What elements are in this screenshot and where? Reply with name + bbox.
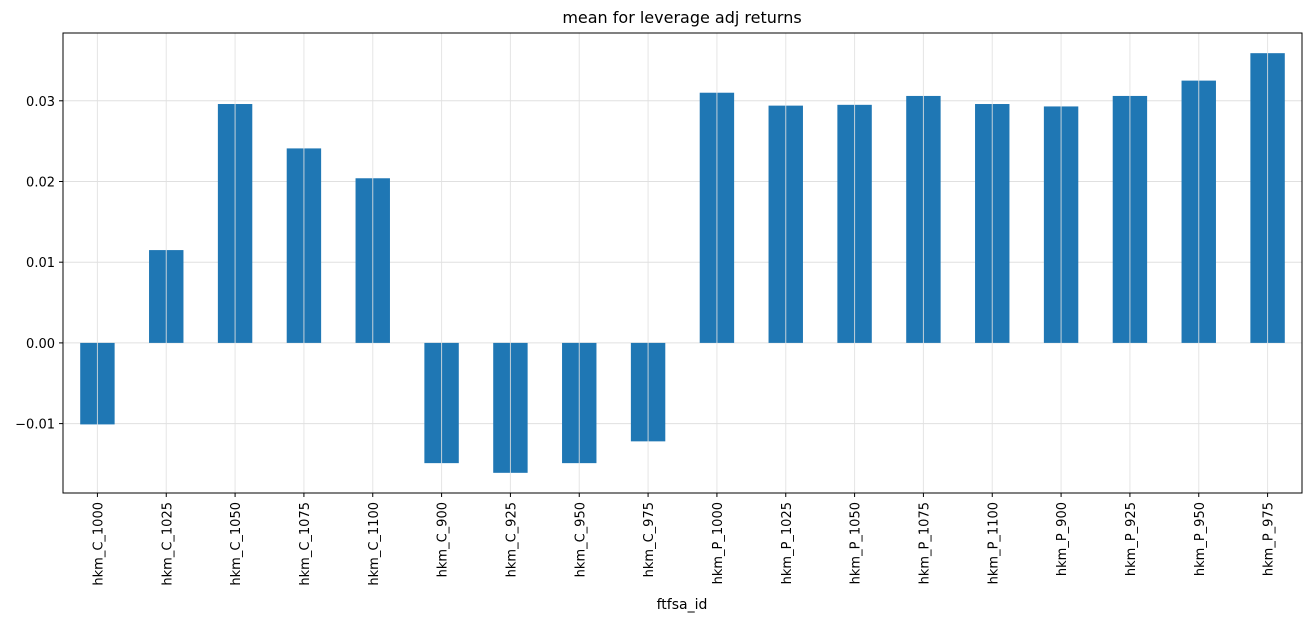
x-tick-label: hkm_C_1100	[367, 502, 382, 586]
x-tick-label: hkm_P_1000	[711, 502, 726, 584]
x-tick-label: hkm_P_925	[1124, 502, 1139, 576]
x-tick-label: hkm_P_1075	[917, 502, 932, 584]
x-tick-label: hkm_C_1000	[91, 502, 106, 586]
bars	[80, 53, 1285, 473]
x-tick-label: hkm_C_1025	[160, 502, 175, 586]
x-axis-label: ftfsa_id	[657, 597, 708, 613]
y-tick-label: 0.00	[26, 337, 55, 352]
x-tick-label: hkm_C_1075	[298, 502, 313, 586]
plot-frame	[62, 32, 1303, 494]
x-tick-label: hkm_C_950	[573, 502, 588, 577]
y-tick-label: −0.01	[15, 418, 55, 433]
x-tick-label: hkm_P_1025	[780, 502, 795, 584]
x-tick-label: hkm_C_1050	[229, 502, 244, 586]
x-tick-label: hkm_C_975	[642, 502, 657, 577]
x-axis-ticks: hkm_C_1000 hkm_C_1025 hkm_C_1050 hkm_C_1075…	[91, 493, 1277, 586]
x-tick-label: hkm_C_900	[436, 502, 451, 577]
x-tick-label: hkm_P_1050	[849, 502, 864, 584]
x-tick-label: hkm_P_975	[1262, 502, 1277, 576]
x-tick-label: hkm_P_900	[1055, 502, 1070, 576]
grid-lines	[63, 100, 1302, 425]
vertical-grid-lines	[96, 33, 1269, 493]
y-tick-label: 0.02	[26, 175, 55, 190]
x-tick-label: hkm_P_950	[1193, 502, 1208, 576]
x-tick-label: hkm_P_1100	[986, 502, 1001, 584]
x-tick-label: hkm_C_925	[504, 502, 519, 577]
chart-title: mean for leverage adj returns	[562, 8, 801, 27]
y-tick-label: 0.01	[26, 256, 55, 271]
y-axis-ticks: −0.01 0.00 0.01 0.02 0.03	[15, 95, 63, 433]
y-tick-label: 0.03	[26, 95, 55, 110]
